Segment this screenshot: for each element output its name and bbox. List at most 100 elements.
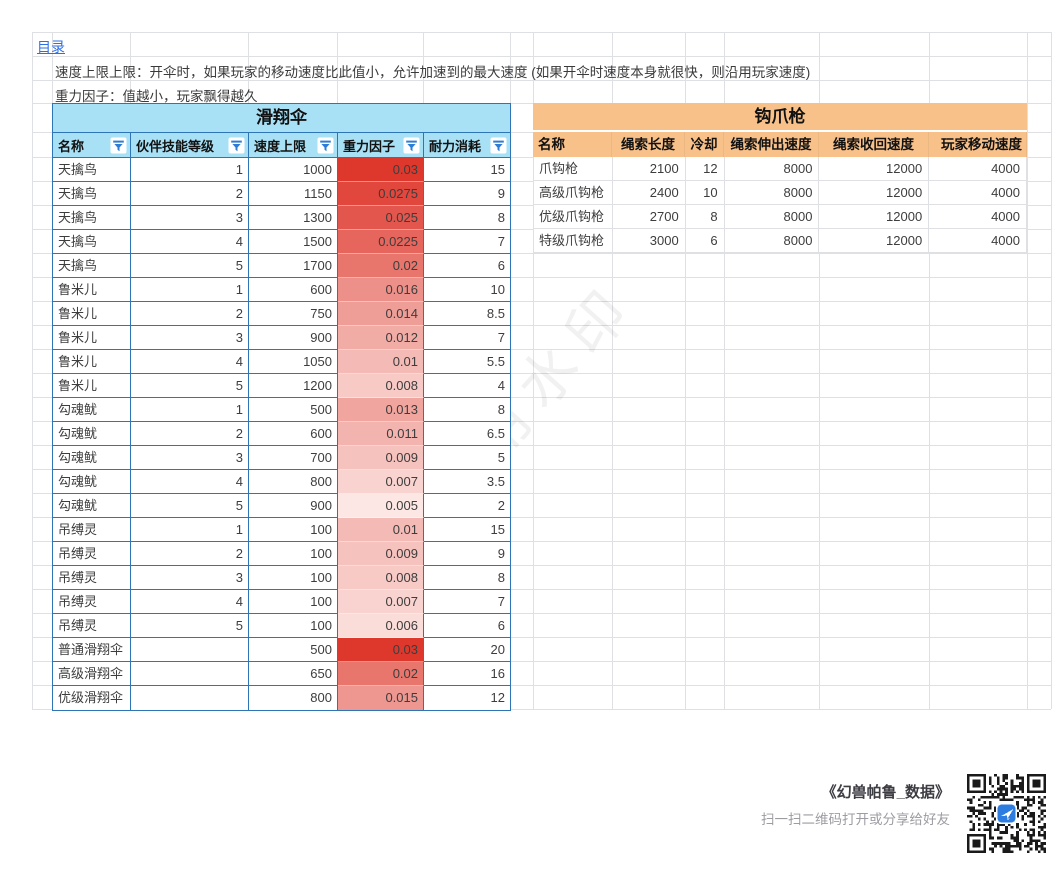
cell-pal-name[interactable]: 鲁米儿 [53, 350, 131, 374]
cell-pal-name[interactable]: 鲁米儿 [53, 374, 131, 398]
cell-partner-skill-level[interactable]: 4 [131, 470, 249, 494]
cell-pal-name[interactable]: 鲁米儿 [53, 326, 131, 350]
cell-gravity-factor[interactable]: 0.03 [338, 158, 424, 182]
cell-cooldown[interactable]: 6 [685, 229, 725, 253]
cell-rope-retract-speed[interactable]: 12000 [819, 157, 930, 181]
cell-stamina-cost[interactable]: 4 [424, 374, 511, 398]
cell-player-move-speed[interactable]: 4000 [929, 229, 1027, 253]
cell-stamina-cost[interactable]: 10 [424, 278, 511, 302]
cell-partner-skill-level[interactable]: 2 [131, 542, 249, 566]
cell-speed-limit[interactable]: 1500 [249, 230, 338, 254]
cell-gravity-factor[interactable]: 0.008 [338, 566, 424, 590]
cell-gravity-factor[interactable]: 0.03 [338, 638, 424, 662]
cell-cooldown[interactable]: 12 [685, 157, 725, 181]
cell-stamina-cost[interactable]: 6 [424, 254, 511, 278]
grapple-table-title[interactable]: 钩爪枪 [533, 103, 1027, 132]
cell-speed-limit[interactable]: 900 [249, 494, 338, 518]
cell-stamina-cost[interactable]: 2 [424, 494, 511, 518]
cell-pal-name[interactable]: 勾魂鱿 [53, 422, 131, 446]
cell-pal-name[interactable]: 勾魂鱿 [53, 494, 131, 518]
grapple-header-rope-retract-speed[interactable]: 绳索收回速度 [819, 132, 929, 157]
cell-stamina-cost[interactable]: 6 [424, 614, 511, 638]
toc-link[interactable]: 目录 [37, 39, 65, 55]
glider-header-gravity-factor[interactable]: 重力因子 [338, 133, 424, 158]
cell-stamina-cost[interactable]: 15 [424, 518, 511, 542]
glider-header-speed-limit[interactable]: 速度上限 [249, 133, 338, 158]
cell-partner-skill-level[interactable]: 5 [131, 614, 249, 638]
cell-pal-name[interactable]: 鲁米儿 [53, 278, 131, 302]
cell-stamina-cost[interactable]: 3.5 [424, 470, 511, 494]
cell-gravity-factor[interactable]: 0.0225 [338, 230, 424, 254]
cell-partner-skill-level[interactable]: 3 [131, 326, 249, 350]
cell-rope-retract-speed[interactable]: 12000 [819, 205, 930, 229]
cell-gravity-factor[interactable]: 0.012 [338, 326, 424, 350]
cell-gravity-factor[interactable]: 0.006 [338, 614, 424, 638]
cell-gravity-factor[interactable]: 0.009 [338, 446, 424, 470]
cell-grapple-name[interactable]: 高级爪钩枪 [534, 181, 613, 205]
filter-icon[interactable] [228, 137, 245, 154]
cell-gravity-factor[interactable]: 0.01 [338, 518, 424, 542]
cell-speed-limit[interactable]: 1200 [249, 374, 338, 398]
cell-stamina-cost[interactable]: 7 [424, 326, 511, 350]
cell-partner-skill-level[interactable]: 2 [131, 182, 249, 206]
filter-icon[interactable] [317, 137, 334, 154]
cell-rope-length[interactable]: 2400 [612, 181, 686, 205]
cell-stamina-cost[interactable]: 9 [424, 542, 511, 566]
cell-pal-name[interactable]: 天擒鸟 [53, 254, 131, 278]
cell-rope-retract-speed[interactable]: 12000 [819, 229, 930, 253]
cell-speed-limit[interactable]: 650 [249, 662, 338, 686]
cell-pal-name[interactable]: 优级滑翔伞 [53, 686, 131, 710]
cell-stamina-cost[interactable]: 6.5 [424, 422, 511, 446]
cell-speed-limit[interactable]: 900 [249, 326, 338, 350]
cell-partner-skill-level[interactable]: 5 [131, 494, 249, 518]
glider-header-partner-skill-level[interactable]: 伙伴技能等级 [131, 133, 249, 158]
filter-icon[interactable] [110, 137, 127, 154]
cell-rope-length[interactable]: 2100 [612, 157, 686, 181]
cell-stamina-cost[interactable]: 8 [424, 566, 511, 590]
cell-gravity-factor[interactable]: 0.013 [338, 398, 424, 422]
filter-icon[interactable] [403, 137, 420, 154]
cell-pal-name[interactable]: 吊缚灵 [53, 614, 131, 638]
cell-rope-length[interactable]: 3000 [612, 229, 686, 253]
cell-pal-name[interactable]: 天擒鸟 [53, 230, 131, 254]
cell-gravity-factor[interactable]: 0.014 [338, 302, 424, 326]
cell-stamina-cost[interactable]: 16 [424, 662, 511, 686]
cell-speed-limit[interactable]: 100 [249, 590, 338, 614]
cell-speed-limit[interactable]: 100 [249, 542, 338, 566]
cell-stamina-cost[interactable]: 15 [424, 158, 511, 182]
cell-cooldown[interactable]: 10 [685, 181, 725, 205]
cell-gravity-factor[interactable]: 0.0275 [338, 182, 424, 206]
cell-player-move-speed[interactable]: 4000 [929, 157, 1027, 181]
cell-partner-skill-level[interactable]: 2 [131, 302, 249, 326]
cell-gravity-factor[interactable]: 0.005 [338, 494, 424, 518]
cell-stamina-cost[interactable]: 5 [424, 446, 511, 470]
cell-gravity-factor[interactable]: 0.009 [338, 542, 424, 566]
cell-gravity-factor[interactable]: 0.008 [338, 374, 424, 398]
cell-stamina-cost[interactable]: 12 [424, 686, 511, 710]
cell-partner-skill-level[interactable]: 4 [131, 590, 249, 614]
glider-table-title[interactable]: 滑翔伞 [53, 104, 511, 133]
cell-partner-skill-level[interactable]: 5 [131, 374, 249, 398]
glider-header-name[interactable]: 名称 [53, 133, 131, 158]
cell-pal-name[interactable]: 吊缚灵 [53, 590, 131, 614]
cell-rope-extend-speed[interactable]: 8000 [724, 205, 820, 229]
cell-stamina-cost[interactable]: 5.5 [424, 350, 511, 374]
cell-partner-skill-level[interactable]: 1 [131, 398, 249, 422]
cell-partner-skill-level[interactable] [131, 662, 249, 686]
cell-speed-limit[interactable]: 1000 [249, 158, 338, 182]
cell-pal-name[interactable]: 高级滑翔伞 [53, 662, 131, 686]
cell-stamina-cost[interactable]: 20 [424, 638, 511, 662]
cell-player-move-speed[interactable]: 4000 [929, 205, 1027, 229]
cell-partner-skill-level[interactable]: 1 [131, 278, 249, 302]
cell-stamina-cost[interactable]: 7 [424, 590, 511, 614]
cell-gravity-factor[interactable]: 0.025 [338, 206, 424, 230]
cell-pal-name[interactable]: 鲁米儿 [53, 302, 131, 326]
cell-gravity-factor[interactable]: 0.015 [338, 686, 424, 710]
cell-rope-extend-speed[interactable]: 8000 [724, 229, 820, 253]
cell-partner-skill-level[interactable] [131, 686, 249, 710]
cell-speed-limit[interactable]: 600 [249, 422, 338, 446]
cell-rope-extend-speed[interactable]: 8000 [724, 157, 820, 181]
cell-partner-skill-level[interactable] [131, 638, 249, 662]
cell-stamina-cost[interactable]: 9 [424, 182, 511, 206]
cell-partner-skill-level[interactable]: 2 [131, 422, 249, 446]
